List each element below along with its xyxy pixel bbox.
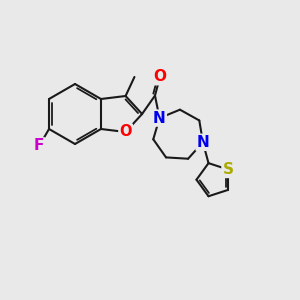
Text: S: S — [223, 162, 233, 177]
Text: N: N — [153, 111, 166, 126]
Text: O: O — [119, 124, 132, 140]
Text: N: N — [196, 135, 209, 150]
Text: O: O — [154, 69, 166, 84]
Text: F: F — [34, 138, 44, 153]
